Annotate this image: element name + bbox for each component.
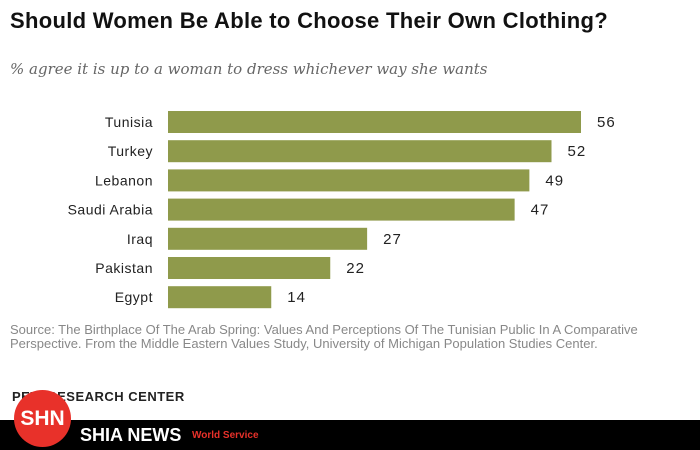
bar [168, 227, 368, 250]
category-label: Pakistan [95, 260, 153, 276]
bar-chart: Tunisia 56 Turkey 52 Lebanon 49 Saudi Arabia 47… [68, 111, 616, 309]
bar [168, 257, 331, 279]
category-label: Egypt [115, 289, 153, 305]
chart-title: Should Women Be Able to Choose Their Own… [10, 8, 608, 33]
bar [168, 140, 552, 163]
value-label: 22 [346, 260, 365, 277]
shn-logo: SHN [14, 390, 71, 447]
bar [168, 169, 530, 192]
category-label: Tunisia [105, 114, 153, 130]
value-label: 14 [287, 289, 306, 306]
category-label: Saudi Arabia [68, 202, 153, 218]
value-label: 56 [597, 114, 616, 131]
value-label: 52 [568, 143, 587, 160]
source-note: Source: The Birthplace Of The Arab Sprin… [10, 322, 638, 351]
bar [168, 198, 515, 221]
bar [168, 286, 272, 309]
category-label: Lebanon [95, 172, 153, 188]
category-label: Iraq [127, 231, 153, 247]
watermark-name: SHIA NEWS [80, 425, 182, 445]
chart-subtitle: % agree it is up to a woman to dress whi… [10, 60, 488, 78]
bar [168, 111, 581, 133]
value-label: 47 [531, 202, 550, 219]
watermark-footer [0, 420, 700, 450]
watermark-tagline: World Service [192, 430, 259, 441]
value-label: 49 [545, 172, 564, 189]
category-label: Turkey [108, 143, 153, 159]
value-label: 27 [383, 231, 402, 248]
